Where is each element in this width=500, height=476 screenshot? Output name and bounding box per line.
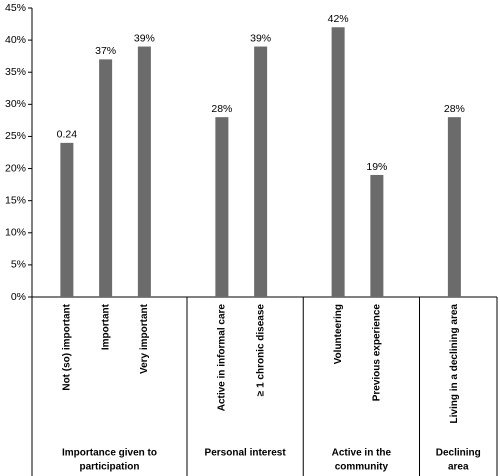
y-tick-label: 40% [5,34,26,46]
bar [60,142,74,297]
value-label: 19% [366,161,387,173]
x-tick-label: Not (so) important [62,303,73,390]
y-tick-label: 35% [5,66,26,78]
group-label: community [335,462,389,473]
y-tick-label: 5% [11,259,26,271]
bar [254,46,268,298]
y-tick-label: 30% [5,98,26,110]
x-tick-label: Previous experience [372,304,383,402]
value-label: 42% [328,13,349,25]
group-label: area [448,462,469,473]
bar [99,59,113,297]
group-label: Active in the [332,448,392,459]
group-label: Personal interest [205,448,287,459]
y-tick-label: 20% [5,162,26,174]
value-label: 28% [444,103,465,115]
group-label: Importance given to [62,448,157,459]
y-tick-label: 0% [11,291,26,303]
value-label: 0.24 [57,129,78,141]
bar [370,174,384,297]
y-tick-label: 10% [5,227,26,239]
value-label: 37% [95,45,116,57]
x-tick-label: Very important [139,303,150,374]
x-tick-label: Volunteering [333,304,344,364]
x-tick-label: Living in a declining area [449,304,460,424]
x-tick-label: Important [100,303,111,350]
bar [331,27,345,298]
group-label: Declining [436,448,481,459]
bar [215,117,229,297]
value-label: 28% [211,103,232,115]
y-tick-label: 15% [5,194,26,206]
x-tick-label: Active in informal care [217,304,228,412]
value-label: 39% [250,32,271,44]
bar [137,46,151,298]
y-tick-label: 45% [5,2,26,14]
group-label: participation [79,462,139,473]
x-tick-label: ≥ 1 chronic disease [255,304,266,397]
value-label: 39% [134,32,155,44]
y-tick-label: 25% [5,130,26,142]
bar [447,117,461,297]
